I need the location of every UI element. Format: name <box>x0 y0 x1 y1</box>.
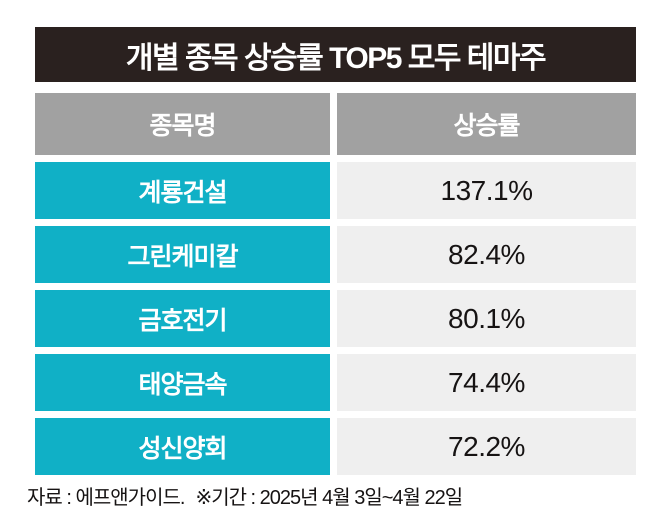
stock-name: 태양금속 <box>138 370 227 399</box>
gain-value: 80.1% <box>448 302 525 334</box>
column-header-label: 상승률 <box>453 112 520 140</box>
stock-name-cell: 계룡건설 <box>35 162 330 219</box>
column-header-label: 종목명 <box>149 112 216 140</box>
chart-title-bar: 개별 종목 상승률 TOP5 모두 테마주 <box>35 27 636 82</box>
chart-title: 개별 종목 상승률 TOP5 모두 테마주 <box>125 41 547 75</box>
period-text: ※기간 : 2025년 4월 3일~4월 22일 <box>195 487 463 509</box>
gain-value-cell: 74.4% <box>337 354 636 411</box>
gain-value: 137.1% <box>440 174 533 206</box>
gain-value-cell: 80.1% <box>337 290 636 347</box>
stock-name-cell: 태양금속 <box>35 354 330 411</box>
stock-name-cell: 성신양회 <box>35 418 330 475</box>
source-footnote: 자료 : 에프앤가이드. ※기간 : 2025년 4월 3일~4월 22일 <box>27 481 463 510</box>
gain-value-cell: 72.2% <box>337 418 636 475</box>
stock-name: 성신양회 <box>138 434 227 463</box>
stock-name-cell: 금호전기 <box>35 290 330 347</box>
column-header-stock-name: 종목명 <box>35 93 330 155</box>
gain-value: 82.4% <box>448 238 525 270</box>
source-text: 자료 : 에프앤가이드. <box>27 487 185 509</box>
gain-value: 74.4% <box>448 366 525 398</box>
stock-name: 금호전기 <box>138 306 227 335</box>
gain-value: 72.2% <box>448 430 525 462</box>
stock-name-cell: 그린케미칼 <box>35 226 330 283</box>
gain-value-cell: 82.4% <box>337 226 636 283</box>
column-header-gain-rate: 상승률 <box>337 93 636 155</box>
stock-name: 계룡건설 <box>138 178 227 207</box>
stock-name: 그린케미칼 <box>127 242 238 271</box>
top5-gain-table: 종목명 상승률 계룡건설 137.1% 그린케미칼 82.4% 금호전기 80.… <box>35 93 636 475</box>
gain-value-cell: 137.1% <box>337 162 636 219</box>
